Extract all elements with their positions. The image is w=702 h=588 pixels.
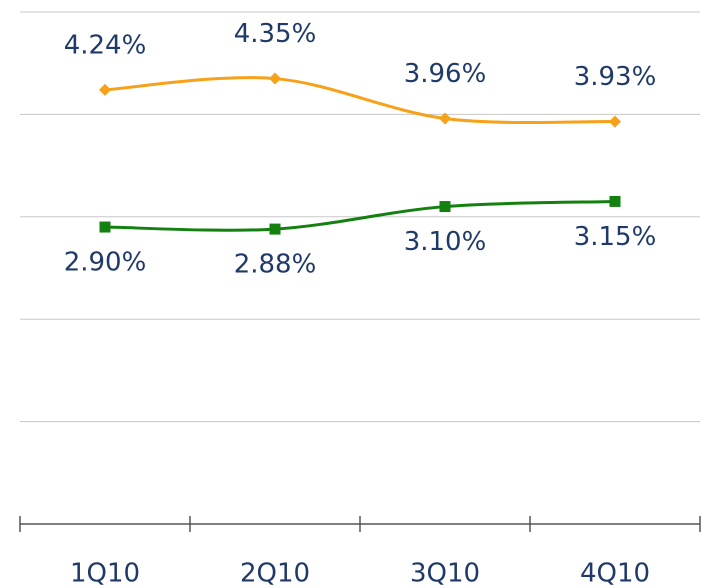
data-label: 4.24% (64, 30, 147, 60)
marker (99, 221, 111, 233)
marker (439, 201, 451, 213)
marker (99, 83, 111, 96)
x-tick-label: 1Q10 (70, 559, 140, 588)
data-label: 3.96% (404, 59, 487, 89)
data-label: 2.88% (234, 250, 317, 280)
data-label: 3.15% (574, 222, 657, 252)
marker (609, 115, 621, 128)
data-label: 3.10% (404, 227, 487, 257)
data-label: 3.93% (574, 62, 657, 92)
marker (439, 112, 451, 125)
data-label: 2.90% (64, 248, 147, 278)
marker (609, 195, 621, 207)
series-line (104, 76, 616, 125)
x-tick-label: 2Q10 (240, 559, 310, 588)
x-tick-label: 3Q10 (410, 559, 480, 588)
marker (269, 72, 281, 85)
x-tick-label: 4Q10 (580, 559, 650, 588)
data-label: 4.35% (234, 19, 317, 49)
marker (269, 223, 281, 235)
series-line (104, 199, 616, 232)
